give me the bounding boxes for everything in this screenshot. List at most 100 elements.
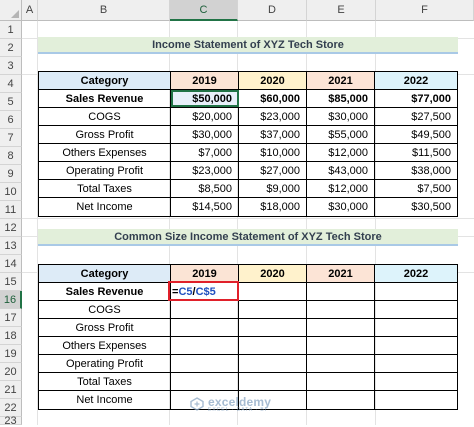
value-cell[interactable]: $30,500 — [411, 201, 451, 213]
value-cell[interactable] — [307, 355, 375, 372]
value-cell[interactable]: $27,500 — [411, 110, 451, 123]
row-header-20[interactable]: 20 — [0, 363, 22, 381]
select-all-corner[interactable] — [0, 0, 22, 21]
category-cell[interactable]: Operating Profit — [39, 162, 171, 179]
column-header-e[interactable]: E — [307, 0, 376, 21]
row-header-3[interactable]: 3 — [0, 57, 22, 75]
value-cell[interactable] — [375, 373, 457, 390]
value-cell[interactable] — [239, 319, 307, 336]
row-header-18[interactable]: 18 — [0, 327, 22, 345]
category-cell[interactable]: Net Income — [39, 391, 171, 409]
category-cell[interactable]: Total Taxes — [39, 373, 171, 390]
header-2020[interactable]: 2020 — [239, 72, 307, 89]
value-cell[interactable]: $30,000 — [307, 108, 375, 125]
row-header-23[interactable]: 23 — [0, 415, 22, 427]
value-cell[interactable]: $49,500 — [411, 128, 451, 141]
header-2021[interactable]: 2021 — [307, 265, 375, 282]
header-2021[interactable]: 2021 — [307, 72, 375, 89]
row-header-12[interactable]: 12 — [0, 219, 22, 237]
header-category[interactable]: Category — [39, 265, 171, 282]
value-cell[interactable] — [375, 355, 457, 372]
value-cell[interactable] — [239, 391, 307, 409]
value-cell[interactable]: $8,500 — [171, 180, 239, 197]
value-cell[interactable]: $12,000 — [307, 144, 375, 161]
value-cell[interactable]: $18,000 — [239, 198, 307, 216]
value-cell[interactable] — [375, 301, 457, 318]
value-cell[interactable]: $38,000 — [411, 164, 451, 177]
row-header-13[interactable]: 13 — [0, 237, 22, 255]
row-header-2[interactable]: 2 — [0, 39, 22, 57]
row-header-17[interactable]: 17 — [0, 309, 22, 327]
value-cell[interactable]: $7,500 — [417, 182, 451, 195]
category-cell[interactable]: Net Income — [39, 198, 171, 216]
category-cell[interactable]: COGS — [39, 108, 171, 125]
row-header-14[interactable]: 14 — [0, 255, 22, 273]
column-header-b[interactable]: B — [38, 0, 170, 21]
value-cell[interactable] — [307, 391, 375, 409]
value-cell[interactable]: $30,000 — [171, 126, 239, 143]
row-header-19[interactable]: 19 — [0, 345, 22, 363]
value-cell[interactable] — [171, 391, 239, 409]
category-cell[interactable]: Operating Profit — [39, 355, 171, 372]
value-cell[interactable]: $50,000 — [171, 90, 239, 107]
value-cell[interactable] — [375, 391, 457, 409]
value-cell[interactable] — [239, 373, 307, 390]
row-header-15[interactable]: 15 — [0, 273, 22, 291]
value-cell[interactable] — [307, 301, 375, 318]
header-2019[interactable]: 2019 — [171, 72, 239, 89]
column-header-c[interactable]: C — [170, 0, 238, 21]
row-header-22[interactable]: 22 — [0, 399, 22, 417]
row-header-10[interactable]: 10 — [0, 183, 22, 201]
value-cell[interactable]: $11,500 — [412, 146, 451, 159]
value-cell[interactable]: $9,000 — [239, 180, 307, 197]
value-cell[interactable]: $10,000 — [239, 144, 307, 161]
value-cell[interactable] — [375, 337, 457, 354]
category-cell[interactable]: Others Expenses — [39, 337, 171, 354]
value-cell[interactable] — [239, 301, 307, 318]
value-cell[interactable]: $12,000 — [307, 180, 375, 197]
row-header-21[interactable]: 21 — [0, 381, 22, 399]
category-cell[interactable]: Gross Profit — [39, 319, 171, 336]
value-cell[interactable] — [171, 301, 239, 318]
value-cell[interactable] — [307, 337, 375, 354]
header-category[interactable]: Category — [39, 72, 171, 89]
value-cell[interactable]: $37,000 — [239, 126, 307, 143]
row-header-8[interactable]: 8 — [0, 147, 22, 165]
value-cell[interactable] — [375, 319, 457, 336]
value-cell[interactable] — [239, 355, 307, 372]
column-header-a[interactable]: A — [22, 0, 38, 21]
value-cell[interactable]: $30,000 — [307, 198, 375, 216]
header-2020[interactable]: 2020 — [239, 265, 307, 282]
value-cell[interactable] — [307, 283, 375, 300]
row-header-11[interactable]: 11 — [0, 201, 22, 219]
active-formula-cell[interactable]: =C5/C$5 — [171, 283, 239, 300]
value-cell[interactable] — [307, 319, 375, 336]
value-cell[interactable]: $7,000 — [171, 144, 239, 161]
row-header-1[interactable]: 1 — [0, 21, 22, 39]
header-2022[interactable]: 2022 — [375, 265, 457, 282]
header-2022[interactable]: 2022 — [375, 72, 457, 89]
value-cell[interactable] — [171, 337, 239, 354]
column-header-f[interactable]: F — [376, 0, 474, 21]
column-header-d[interactable]: D — [238, 0, 307, 21]
value-cell[interactable]: $60,000 — [239, 90, 307, 107]
value-cell[interactable] — [239, 337, 307, 354]
value-cell[interactable]: $85,000 — [307, 90, 375, 107]
category-cell[interactable]: COGS — [39, 301, 171, 318]
value-cell[interactable]: $14,500 — [171, 198, 239, 216]
value-cell[interactable] — [171, 355, 239, 372]
value-cell[interactable]: $55,000 — [307, 126, 375, 143]
category-cell[interactable]: Sales Revenue — [39, 283, 171, 300]
value-cell[interactable]: $20,000 — [171, 108, 239, 125]
value-cell[interactable] — [307, 373, 375, 390]
row-header-6[interactable]: 6 — [0, 111, 22, 129]
row-header-5[interactable]: 5 — [0, 93, 22, 111]
value-cell[interactable] — [171, 373, 239, 390]
category-cell[interactable]: Sales Revenue — [39, 90, 171, 107]
value-cell[interactable]: $27,000 — [239, 162, 307, 179]
row-header-9[interactable]: 9 — [0, 165, 22, 183]
value-cell[interactable]: $23,000 — [171, 162, 239, 179]
value-cell[interactable]: $23,000 — [239, 108, 307, 125]
value-cell[interactable] — [375, 283, 457, 300]
value-cell[interactable] — [171, 319, 239, 336]
